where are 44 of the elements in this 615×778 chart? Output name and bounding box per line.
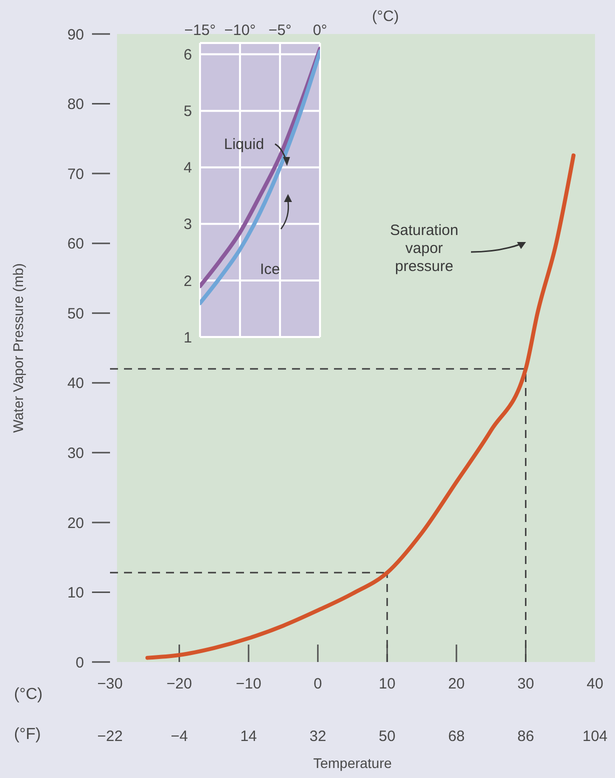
y-tick-label: 10: [67, 584, 84, 602]
x2-tick-label: 104: [582, 728, 608, 745]
x2-tick-label: 86: [517, 728, 534, 745]
y-tick-label: 90: [67, 26, 84, 44]
series-label: Liquid: [224, 136, 264, 154]
x-tick-label: 40: [586, 676, 604, 693]
y-tick-label: 6: [184, 46, 192, 64]
x-tick-label: 0°: [312, 22, 328, 39]
x-tick-label: −20: [166, 676, 192, 693]
text: Saturation vapor pressure: [388, 222, 460, 276]
y-tick-label: 0: [76, 654, 84, 672]
y-tick-label: 60: [67, 236, 84, 253]
x-tick-label: −10°: [224, 22, 256, 39]
x2-tick-label: 32: [310, 728, 326, 745]
y-tick-label: 30: [67, 444, 84, 462]
y-tick-label: 40: [67, 375, 84, 392]
x-axis-title: (°C): [372, 8, 399, 25]
x2-tick-label: −4: [170, 728, 188, 745]
y-tick-label: 20: [67, 514, 84, 532]
x2-tick-label: 68: [448, 728, 465, 745]
x-axis-title: Temperature: [313, 755, 392, 771]
x-tick-label: 0: [314, 676, 322, 693]
y-tick-label: 70: [67, 166, 84, 183]
y-tick-label: 4: [184, 160, 192, 177]
y-tick-label: 5: [184, 103, 192, 120]
x2-tick-label: 14: [240, 728, 257, 745]
x-tick-label: −10: [236, 676, 262, 693]
text: (°F): [14, 726, 41, 744]
x2-tick-label: −22: [97, 728, 123, 745]
x-tick-label: −30: [97, 676, 123, 693]
x-tick-label: 20: [448, 676, 465, 693]
y-tick-label: 50: [67, 305, 84, 322]
x-tick-label: −15°: [184, 22, 216, 39]
text: (°C): [14, 686, 43, 704]
series-label: Ice: [260, 260, 280, 278]
y-tick-label: 1: [184, 329, 192, 346]
y-tick-label: 80: [67, 96, 84, 114]
y-tick-label: 2: [184, 272, 192, 290]
y-axis-title: Water Vapor Pressure (mb): [10, 263, 26, 433]
x-tick-label: 10: [378, 676, 396, 693]
x2-tick-label: 50: [378, 728, 396, 745]
y-tick-label: 3: [184, 216, 192, 234]
x-tick-label: −5°: [268, 22, 292, 39]
x-tick-label: 30: [517, 676, 534, 693]
